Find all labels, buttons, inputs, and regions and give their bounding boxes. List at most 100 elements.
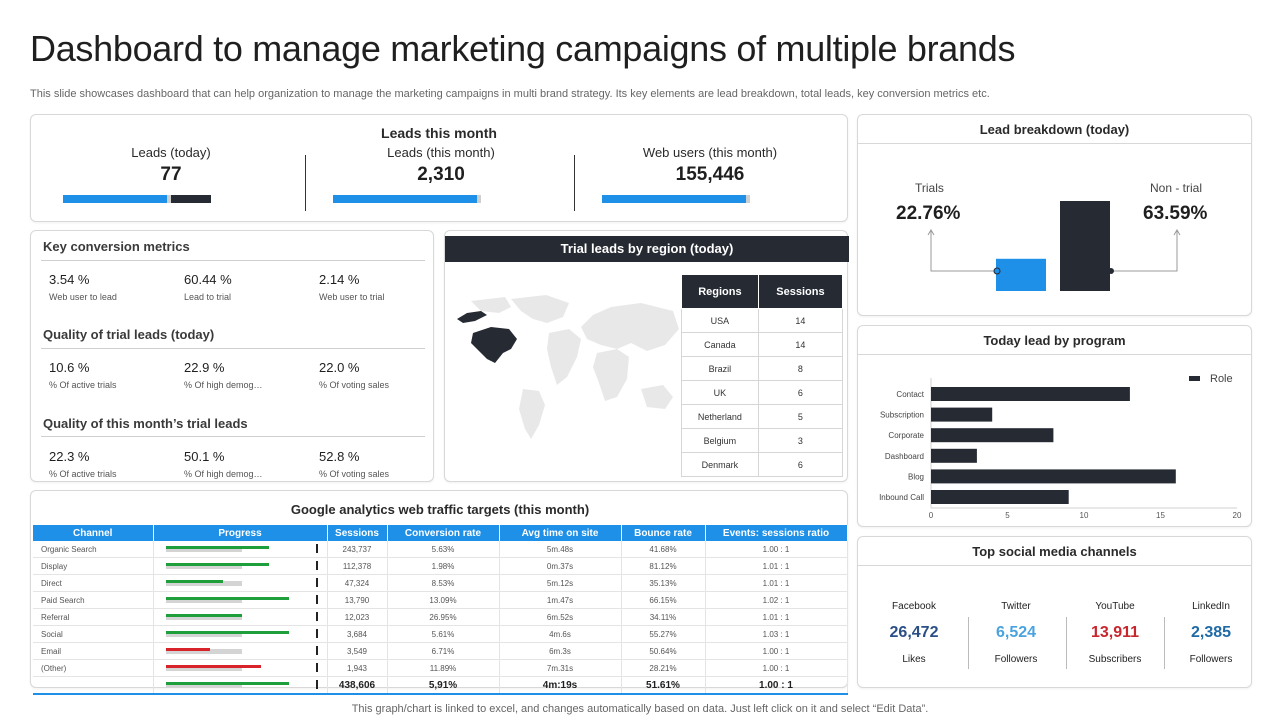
conversion-cell: 5.61% xyxy=(387,625,500,643)
category-label: Subscription xyxy=(880,411,924,420)
connector-line xyxy=(1111,231,1178,272)
social-unit: Followers xyxy=(994,654,1038,665)
progress-bar xyxy=(154,677,327,693)
progress-track xyxy=(165,649,242,654)
progress-bar xyxy=(154,660,327,676)
progress-fill xyxy=(165,614,242,617)
bounce-cell: 51.61% xyxy=(621,676,706,695)
world-map-land xyxy=(471,295,679,439)
conversion-cell: 1.98% xyxy=(387,557,500,575)
lead-by-program-card: Today lead by program Contact Subscriptio… xyxy=(857,325,1252,527)
channel-cell: Direct xyxy=(33,574,154,592)
target-marker xyxy=(315,578,318,587)
connector-dot xyxy=(1108,268,1114,274)
progress-track xyxy=(165,666,242,671)
bounce-cell: 81.12% xyxy=(621,557,706,575)
conversion-cell: 5,91% xyxy=(387,676,500,695)
lead-progress-remainder xyxy=(170,195,211,203)
sessions-cell: 5 xyxy=(757,404,844,429)
north-america-highlight xyxy=(471,327,517,363)
channel-cell: Display xyxy=(33,557,154,575)
target-marker xyxy=(315,561,318,570)
social-title: Top social media channels xyxy=(972,544,1137,559)
lead-label: Leads (this month) xyxy=(387,145,495,160)
ratio-cell: 1.01 : 1 xyxy=(705,574,848,592)
metric-label: % Of active trials xyxy=(49,380,117,390)
target-marker xyxy=(315,680,318,689)
title-divider xyxy=(858,354,1251,355)
arrow-up-icon xyxy=(1173,229,1181,236)
region-title: Trial leads by region (today) xyxy=(445,236,849,262)
avg-time-cell: 7m.31s xyxy=(499,659,622,677)
metric: 60.44 % Lead to trial xyxy=(184,272,314,302)
progress-track xyxy=(165,632,242,637)
progress-cell xyxy=(153,659,328,677)
world-map xyxy=(457,295,679,439)
page-subtitle: This slide showcases dashboard that can … xyxy=(30,88,990,100)
social-name: Facebook xyxy=(892,601,936,612)
social-value: 2,385 xyxy=(1190,624,1232,641)
progress-fill xyxy=(165,665,261,668)
section-divider xyxy=(41,348,425,349)
ratio-cell: 1.00 : 1 xyxy=(705,541,848,558)
x-tick-label: 5 xyxy=(1005,511,1010,520)
progress-track xyxy=(165,615,242,620)
total-row: 438,606 5,91% 4m:19s 51.61% 1.00 : 1 xyxy=(33,676,848,695)
program-bar xyxy=(931,387,1130,401)
category-label: Inbound Call xyxy=(879,493,924,502)
connector-line xyxy=(930,231,997,272)
social-media-card: Top social media channels Facebook 26,47… xyxy=(857,536,1252,688)
category-label: Contact xyxy=(896,390,924,399)
table-row: (Other) 1,943 11.89% 7m.31s 28.21% 1.00 : 1 xyxy=(33,659,848,677)
metric-value: 22.0 % xyxy=(319,360,360,375)
lead-progress-bar xyxy=(602,195,750,203)
channel-cell: Organic Search xyxy=(33,541,154,558)
progress-fill xyxy=(165,631,289,634)
metric-value: 10.6 % xyxy=(49,360,90,375)
metric-label: % Of voting sales xyxy=(319,380,390,390)
progress-bar xyxy=(154,609,327,625)
table-row: Referral 12,023 26.95% 6m.52s 34.11% 1.01 : 1 xyxy=(33,608,848,626)
divider xyxy=(1066,617,1067,669)
channel-cell: Referral xyxy=(33,608,154,626)
table-row: USA 14 xyxy=(681,308,844,333)
progress-fill xyxy=(165,648,210,651)
leads-this-month: Leads (this month) 2,310 xyxy=(305,143,577,213)
channel-cell: (Other) xyxy=(33,659,154,677)
progress-cell xyxy=(153,676,328,695)
page-title: Dashboard to manage marketing campaigns … xyxy=(30,28,1016,69)
social-value: 26,472 xyxy=(889,624,939,641)
analytics-table: Channel Progress Sessions Conversion rat… xyxy=(33,525,848,695)
progress-cell xyxy=(153,642,328,660)
category-label: Dashboard xyxy=(885,452,924,461)
metric-label: % Of high demog… xyxy=(184,469,263,479)
metric-label: % Of high demog… xyxy=(184,380,263,390)
lead-progress-fill xyxy=(63,195,167,203)
progress-bar xyxy=(154,643,327,659)
program-bar-chart: Contact Subscription Corporate Dashboard Blo… xyxy=(879,373,1242,520)
metric-value: 60.44 % xyxy=(184,272,232,287)
metric-value: 3.54 % xyxy=(49,272,90,287)
ratio-cell: 1.00 : 1 xyxy=(705,659,848,677)
sessions-cell: 112,378 xyxy=(327,557,388,575)
channel-cell xyxy=(33,676,154,695)
target-marker xyxy=(315,544,318,553)
lead-label: Web users (this month) xyxy=(642,145,778,160)
program-bar xyxy=(931,407,993,422)
lead-breakdown-title: Lead breakdown (today) xyxy=(979,122,1130,137)
lead-progress-fill xyxy=(602,195,746,203)
table-row: Brazil 8 xyxy=(681,356,844,381)
divider xyxy=(305,155,306,211)
section-divider xyxy=(41,436,425,437)
region-table: Regions Sessions USA 14 Canada 14 Brazil 8 … xyxy=(681,274,844,477)
bounce-cell: 41.68% xyxy=(621,541,706,558)
category-label: Corporate xyxy=(888,431,924,440)
x-tick-label: 15 xyxy=(1156,511,1165,520)
avg-time-cell: 4m.6s xyxy=(499,625,622,643)
progress-track xyxy=(165,683,242,688)
progress-track xyxy=(165,564,242,569)
channel-cell: Paid Search xyxy=(33,591,154,609)
column-header: Conversion rate xyxy=(387,525,500,541)
social-name: YouTube xyxy=(1095,601,1135,612)
channel-cell: Social xyxy=(33,625,154,643)
